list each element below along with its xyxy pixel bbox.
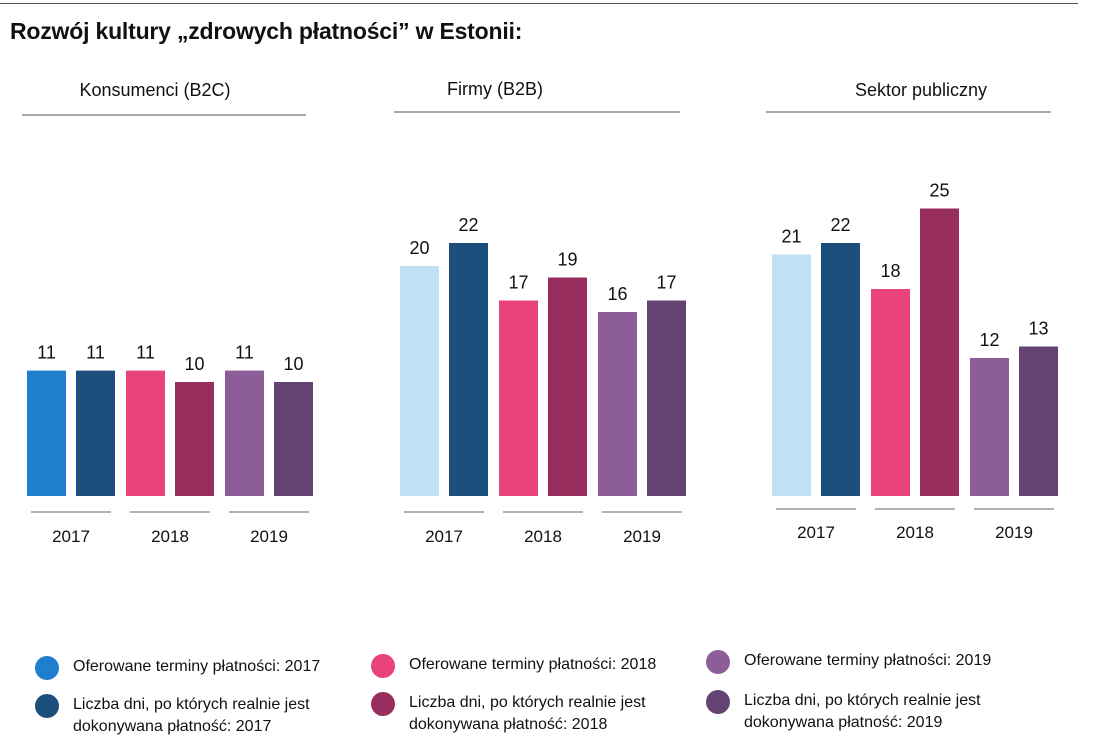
legend-item-actual-2017: Liczba dni, po których realnie jest doko… xyxy=(35,694,310,738)
bar xyxy=(126,370,165,496)
bar xyxy=(647,300,686,496)
data-label: 10 xyxy=(283,354,303,374)
legend: Oferowane terminy płatności: 2017 Liczba… xyxy=(0,640,1095,756)
bar xyxy=(821,243,860,496)
data-label: 13 xyxy=(1028,319,1048,339)
legend-item-offered-2018: Oferowane terminy płatności: 2018 xyxy=(371,654,656,678)
legend-label-line-2: dokonywana płatność: 2018 xyxy=(409,716,608,733)
data-label: 17 xyxy=(656,273,676,293)
bar xyxy=(548,277,587,496)
legend-swatch xyxy=(706,650,730,674)
data-label: 11 xyxy=(136,343,155,363)
data-label: 10 xyxy=(184,354,204,374)
legend-label-line-1: Liczba dni, po których realnie jest xyxy=(409,694,646,711)
tick-label: 2017 xyxy=(52,527,90,546)
legend-item-actual-2018: Liczba dni, po których realnie jest doko… xyxy=(371,692,646,736)
bar xyxy=(225,370,264,496)
legend-item-offered-2019: Oferowane terminy płatności: 2019 xyxy=(706,650,991,674)
bar xyxy=(920,208,959,496)
legend-label: Oferowane terminy płatności: 2018 xyxy=(409,656,657,673)
legend-label-line-1: Liczba dni, po których realnie jest xyxy=(73,696,310,713)
legend-label-line-1: Liczba dni, po których realnie jest xyxy=(744,692,981,709)
top-rule xyxy=(0,3,1078,4)
bar xyxy=(175,382,214,496)
data-label: 11 xyxy=(235,343,254,363)
tick-label: 2019 xyxy=(623,527,661,546)
bar xyxy=(274,382,313,496)
bar xyxy=(772,254,811,496)
tick-label: 2019 xyxy=(250,527,288,546)
data-label: 16 xyxy=(607,284,627,304)
data-label: 21 xyxy=(781,227,801,247)
panel-title: Konsumenci (B2C) xyxy=(79,80,230,100)
data-label: 22 xyxy=(830,215,850,235)
legend-label: Oferowane terminy płatności: 2017 xyxy=(73,658,321,675)
tick-label: 2018 xyxy=(151,527,189,546)
page-title: Rozwój kultury „zdrowych płatności” w Es… xyxy=(10,18,523,44)
bar xyxy=(449,243,488,496)
legend-item-actual-2019: Liczba dni, po których realnie jest doko… xyxy=(706,690,981,734)
bar xyxy=(499,300,538,496)
bar xyxy=(27,370,66,496)
legend-label: Oferowane terminy płatności: 2019 xyxy=(744,652,992,669)
legend-swatch xyxy=(35,656,59,680)
bar xyxy=(970,358,1009,496)
data-label: 17 xyxy=(508,273,528,293)
legend-label-line-2: dokonywana płatność: 2019 xyxy=(744,714,943,731)
legend-swatch xyxy=(706,690,730,714)
tick-label: 2017 xyxy=(797,523,835,542)
legend-label-line-2: dokonywana płatność: 2017 xyxy=(73,718,272,735)
tick-label: 2017 xyxy=(425,527,463,546)
bar xyxy=(400,266,439,496)
bar xyxy=(1019,346,1058,496)
charts-area: Konsumenci (B2C)11 1120171110201811102019… xyxy=(22,79,1058,546)
data-label: 12 xyxy=(979,330,999,350)
data-label: 19 xyxy=(557,250,577,270)
data-label: 20 xyxy=(409,238,429,258)
data-label: 11 xyxy=(86,343,105,363)
legend-swatch xyxy=(371,654,395,678)
bar xyxy=(871,289,910,496)
bar xyxy=(76,370,115,496)
data-label: 25 xyxy=(929,181,949,201)
bar xyxy=(598,312,637,496)
tick-label: 2019 xyxy=(995,523,1033,542)
legend-swatch xyxy=(35,694,59,718)
tick-label: 2018 xyxy=(896,523,934,542)
data-label: 11 xyxy=(37,343,56,363)
legend-swatch xyxy=(371,692,395,716)
panel-title: Sektor publiczny xyxy=(855,80,987,100)
data-label: 22 xyxy=(458,215,478,235)
data-label: 18 xyxy=(880,261,900,281)
legend-item-offered-2017: Oferowane terminy płatności: 2017 xyxy=(35,656,320,680)
tick-label: 2018 xyxy=(524,527,562,546)
panel-title: Firmy (B2B) xyxy=(447,79,543,99)
